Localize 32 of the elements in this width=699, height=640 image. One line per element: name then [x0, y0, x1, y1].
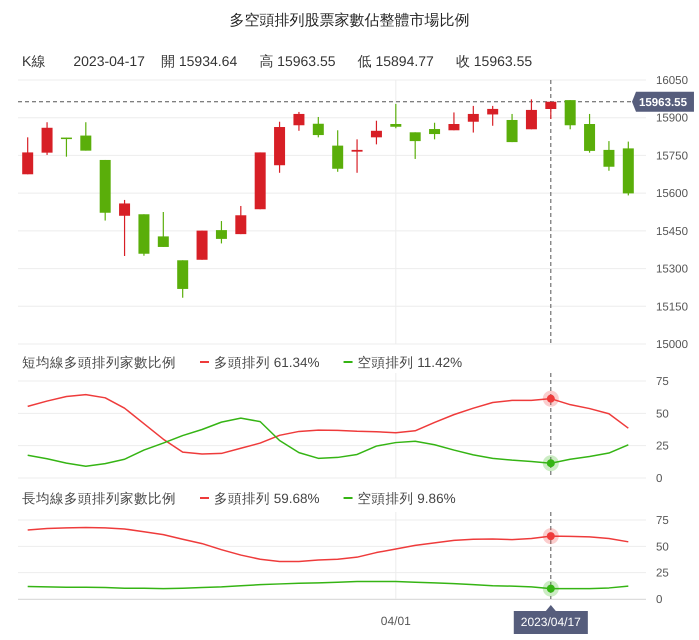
ref-line-label: 15963.55: [639, 97, 688, 110]
chart-title: 多空頭排列股票家數佔整體市場比例: [230, 12, 470, 29]
y-tick-label: 0: [656, 473, 662, 485]
y-tick-label: 15900: [656, 112, 688, 125]
y-tick-label: 16050: [656, 75, 688, 87]
y-tick-label: 15750: [656, 150, 688, 162]
y-tick-label: 50: [656, 541, 669, 554]
chart-title: 長均線多頭排列家數比例: [22, 491, 176, 506]
text: 開 15934.64: [160, 53, 238, 69]
y-tick-label: 15450: [656, 226, 688, 238]
y-tick-label: 50: [656, 408, 669, 420]
chart-title: 短均線多頭排列家數比例: [22, 355, 176, 370]
x-tick-label: 2023/04/17: [520, 615, 582, 629]
y-tick-label: 15000: [656, 339, 688, 351]
legend-label: 空頭排列 9.86%: [358, 491, 456, 506]
legend-label: 空頭排列 11.42%: [358, 355, 462, 370]
y-tick-label: 15600: [656, 188, 688, 200]
y-tick-label: 25: [656, 440, 669, 453]
y-tick-label: 15150: [656, 301, 688, 314]
text: 2023-04-17: [73, 53, 146, 69]
y-tick-label: 25: [656, 568, 669, 580]
text: 高 15963.55: [259, 53, 336, 69]
y-tick-label: 15300: [656, 264, 688, 276]
legend-label: 多頭排列 59.68%: [214, 491, 320, 506]
legend-label: 多頭排列 61.34%: [214, 355, 320, 370]
text: 低 15894.77: [358, 53, 434, 69]
x-tick-label: 04/01: [380, 614, 412, 628]
y-tick-label: 0: [656, 594, 662, 606]
text: K線: [22, 53, 46, 69]
y-tick-label: 75: [656, 515, 669, 527]
y-tick-label: 75: [656, 376, 669, 388]
text: 收 15963.55: [456, 53, 532, 69]
